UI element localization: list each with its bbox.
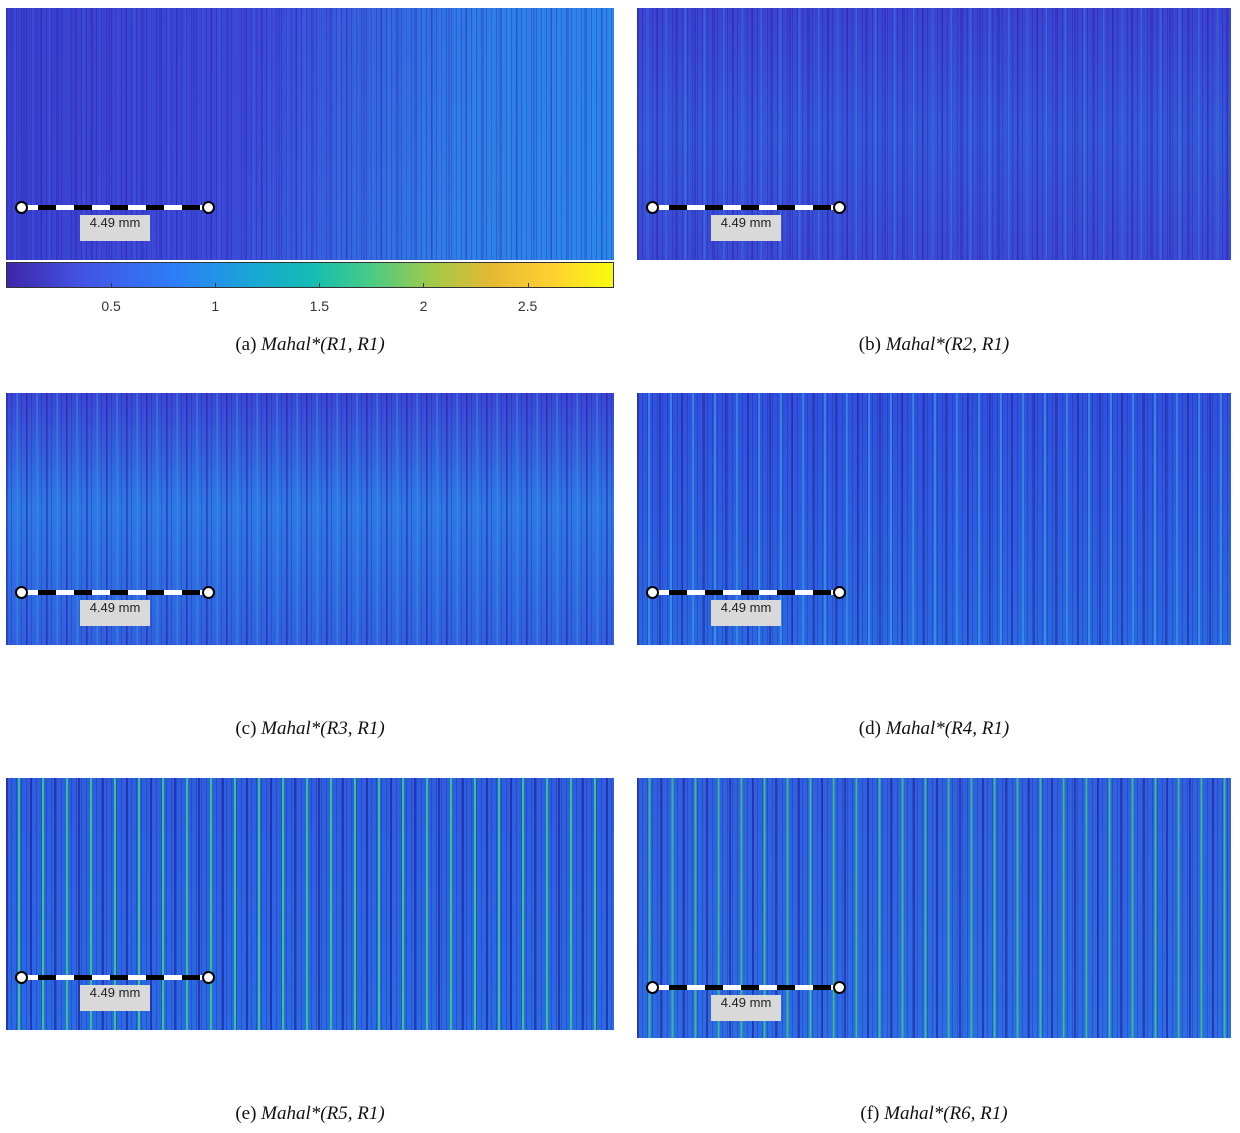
colorbar: [6, 262, 614, 288]
scale-bar-end: [202, 586, 215, 599]
scale-bar: [20, 975, 208, 980]
caption: (f) Mahal*(R6, R1): [634, 1103, 1234, 1125]
scale-bar-end: [833, 586, 846, 599]
scale-bar-label: 4.49 mm: [711, 995, 781, 1021]
colorbar-tick: [319, 283, 321, 287]
scale-bar-end: [833, 981, 846, 994]
scale-bar: [651, 590, 839, 595]
colorbar-tick: [423, 283, 425, 287]
heatmap-image: 4.49 mm: [637, 778, 1231, 1038]
scale-bar-end: [646, 981, 659, 994]
heatmap-image: 4.49 mm: [6, 778, 614, 1030]
caption-text: Mahal*(R1, R1): [261, 334, 385, 355]
caption-text: Mahal*(R5, R1): [261, 1103, 385, 1124]
caption: (c) Mahal*(R3, R1): [10, 718, 610, 740]
caption-label: (f): [860, 1103, 880, 1124]
colorbar-tick-label: 2: [419, 298, 428, 314]
scale-bar-label: 4.49 mm: [711, 215, 781, 241]
scale-bar-end: [646, 586, 659, 599]
scale-bar-label: 4.49 mm: [711, 600, 781, 626]
colorbar-tick: [215, 283, 217, 287]
scale-bar: [651, 985, 839, 990]
heatmap-image: 4.49 mm: [637, 393, 1231, 645]
scale-bar-end: [833, 201, 846, 214]
caption-text: Mahal*(R3, R1): [261, 718, 385, 739]
scale-bar-label: 4.49 mm: [80, 215, 150, 241]
caption: (d) Mahal*(R4, R1): [634, 718, 1234, 740]
scale-bar: [651, 205, 839, 210]
heatmap-image: 4.49 mm: [637, 8, 1231, 260]
caption-label: (b): [858, 334, 881, 355]
caption-label: (a): [235, 334, 257, 355]
scale-bar-end: [646, 201, 659, 214]
caption-label: (c): [235, 718, 257, 739]
caption: (a) Mahal*(R1, R1): [10, 334, 610, 356]
caption-text: Mahal*(R6, R1): [884, 1103, 1008, 1124]
heatmap-image: 4.49 mm: [6, 393, 614, 645]
colorbar-tick-label: 0.5: [101, 298, 121, 314]
scale-bar-label: 4.49 mm: [80, 985, 150, 1011]
scale-bar-end: [15, 586, 28, 599]
scale-bar-end: [15, 971, 28, 984]
colorbar-tick-label: 2.5: [517, 298, 538, 314]
scale-bar: [20, 205, 208, 210]
caption-label: (d): [858, 718, 881, 739]
caption-text: Mahal*(R4, R1): [885, 718, 1010, 739]
scale-bar-end: [202, 201, 215, 214]
scale-bar-end: [15, 201, 28, 214]
colorbar-tick: [527, 283, 529, 287]
scale-bar-label: 4.49 mm: [80, 600, 150, 626]
colorbar-tick-label: 1.5: [309, 298, 330, 314]
scale-bar: [20, 590, 208, 595]
caption-label: (e): [235, 1103, 257, 1124]
scale-bar-end: [202, 971, 215, 984]
caption-text: Mahal*(R2, R1): [885, 334, 1010, 355]
caption: (e) Mahal*(R5, R1): [10, 1103, 610, 1125]
caption: (b) Mahal*(R2, R1): [634, 334, 1234, 356]
colorbar-tick: [111, 283, 113, 287]
heatmap-image: 4.49 mm: [6, 8, 614, 260]
colorbar-tick-label: 1: [211, 298, 220, 314]
